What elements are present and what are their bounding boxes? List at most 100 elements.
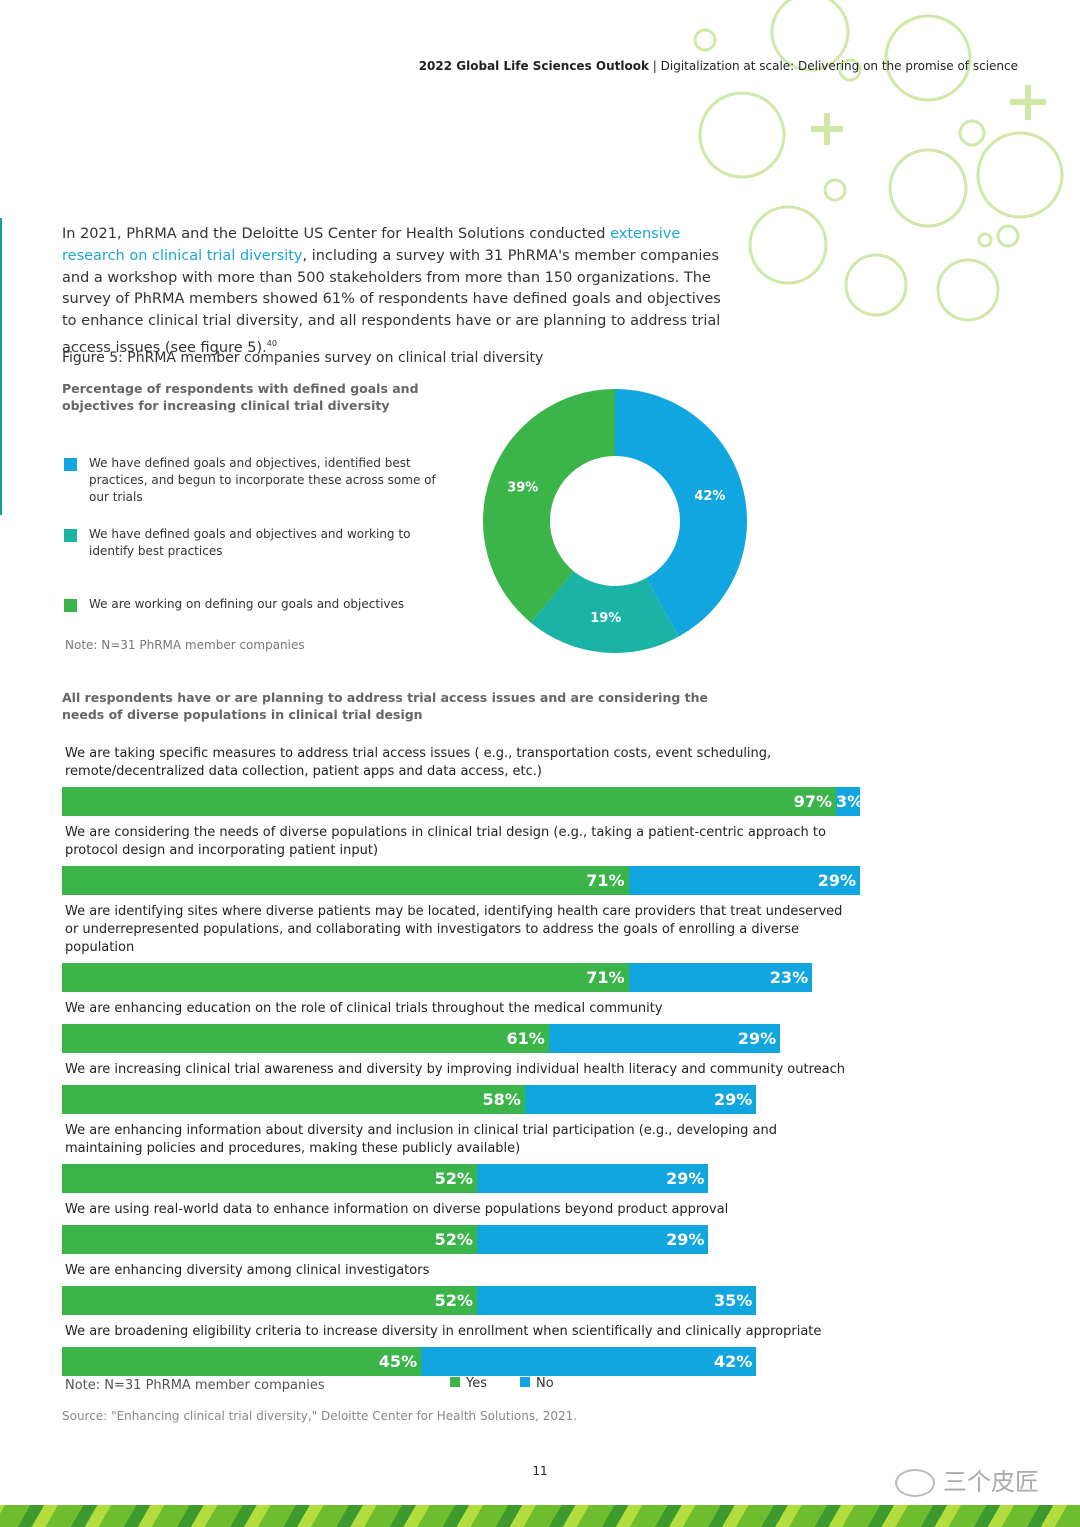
bar-track: 97% 3% <box>62 787 892 816</box>
bar-segment: 45% <box>62 1347 422 1376</box>
bar-segment: 61% <box>62 1024 549 1053</box>
bar-track: 61% 29% <box>62 1024 892 1053</box>
category-label: We are enhancing education on the role o… <box>65 1001 663 1016</box>
donut-segment <box>483 389 615 623</box>
chart-title: Percentage of respondents with defined g… <box>62 381 419 413</box>
category-label: We are broadening eligibility criteria t… <box>65 1324 822 1339</box>
bar-row: We are taking specific measures to addre… <box>62 745 892 816</box>
legend-label: No <box>536 1376 554 1391</box>
bar-row: We are enhancing information about diver… <box>62 1122 892 1193</box>
legend-label: We have defined goals and objectives, id… <box>89 456 436 504</box>
watermark-text: 三个皮匠 <box>943 1468 1039 1496</box>
decoration <box>693 0 1064 322</box>
footnote-ref: 40 <box>266 338 277 348</box>
intro-text: , including a survey with 31 PhRMA's mem… <box>62 247 721 356</box>
intro-text: In 2021, PhRMA and the Deloitte US Cente… <box>62 226 611 242</box>
data-label: 19% <box>590 611 621 626</box>
legend-label: Yes <box>466 1376 487 1391</box>
bar-row: We are enhancing education on the role o… <box>62 1000 892 1053</box>
data-label: 71% <box>586 871 625 890</box>
bar-segment: 29% <box>476 1164 709 1193</box>
donut-segment <box>530 571 679 653</box>
header-subtitle: Digitalization at scale: Delivering on t… <box>660 59 1018 73</box>
data-label: 42% <box>694 489 725 504</box>
donut-segment <box>615 389 748 637</box>
category-label: We are enhancing diversity among clinica… <box>65 1263 430 1278</box>
category-label: We are increasing clinical trial awarene… <box>65 1062 845 1077</box>
bar-chart: We are taking specific measures to addre… <box>62 745 892 1384</box>
data-label: 52% <box>434 1291 473 1310</box>
category-label: We are using real-world data to enhance … <box>65 1202 729 1217</box>
data-label: 71% <box>586 968 625 987</box>
legend-label: We have defined goals and objectives and… <box>89 527 411 558</box>
bar-track: 52% 35% <box>62 1286 892 1315</box>
intro-link[interactable]: extensive research on clinical trial div… <box>62 226 681 264</box>
bar-segment: 29% <box>628 866 860 895</box>
running-header: 2022 Global Life Sciences Outlook | Digi… <box>419 59 1018 73</box>
sidebar-rule <box>0 218 2 515</box>
data-label: 52% <box>434 1230 473 1249</box>
bar-row: We are increasing clinical trial awarene… <box>62 1061 892 1114</box>
bar-segment: 35% <box>476 1286 757 1315</box>
category-label: We are taking specific measures to addre… <box>65 746 772 779</box>
bar-segment: 23% <box>628 963 813 992</box>
bar-segment: 97% <box>62 787 837 816</box>
header-title: 2022 Global Life Sciences Outlook <box>418 59 649 73</box>
source: Source: "Enhancing clinical trial divers… <box>62 1409 578 1423</box>
bar-row: We are identifying sites where diverse p… <box>62 903 892 992</box>
bar-segment: 3% <box>836 787 863 816</box>
bar-segment: 58% <box>62 1085 525 1114</box>
data-label: 35% <box>713 1291 753 1310</box>
data-label: 97% <box>793 792 833 811</box>
bar-row: We are broadening eligibility criteria t… <box>62 1323 892 1376</box>
legend-item: No <box>520 1376 554 1391</box>
category-label: We are enhancing information about diver… <box>65 1123 778 1156</box>
data-label: 29% <box>666 1230 705 1249</box>
bar-segment: 71% <box>62 963 629 992</box>
donut-chart: 42% 19% 39% <box>483 389 748 653</box>
data-label: 29% <box>666 1169 705 1188</box>
data-label: 29% <box>817 871 856 890</box>
bar-segment: 52% <box>62 1286 477 1315</box>
chart-title: All respondents have or are planning to … <box>62 690 709 722</box>
bar-track: 52% 29% <box>62 1164 892 1193</box>
intro-paragraph: In 2021, PhRMA and the Deloitte US Cente… <box>62 224 737 360</box>
watermark-icon <box>895 1469 935 1497</box>
legend-swatch <box>520 1377 530 1387</box>
bar-row: We are considering the needs of diverse … <box>62 824 892 895</box>
data-label: 52% <box>434 1169 473 1188</box>
bar-row: We are enhancing diversity among clinica… <box>62 1262 892 1315</box>
legend-swatch <box>64 599 77 612</box>
legend-item: We have defined goals and objectives, id… <box>64 455 459 506</box>
category-label: We are identifying sites where diverse p… <box>65 904 843 955</box>
legend-item: Yes <box>450 1376 487 1391</box>
bar-track: 52% 29% <box>62 1225 892 1254</box>
note: Note: N=31 PhRMA member companies <box>65 1378 325 1393</box>
category-label: We are considering the needs of diverse … <box>65 825 826 858</box>
bar-segment: 29% <box>476 1225 709 1254</box>
data-label: 39% <box>507 480 538 495</box>
watermark: 三个皮匠 <box>895 1462 1039 1497</box>
bar-row: We are using real-world data to enhance … <box>62 1201 892 1254</box>
data-label: 61% <box>506 1029 545 1048</box>
bar-segment: 52% <box>62 1164 477 1193</box>
bar-track: 45% 42% <box>62 1347 892 1376</box>
bar-segment: 29% <box>548 1024 781 1053</box>
legend-item: We have defined goals and objectives and… <box>64 526 459 560</box>
bar-track: 71% 29% <box>62 866 892 895</box>
footer-stripe <box>0 1505 1080 1527</box>
data-label: 42% <box>713 1352 753 1371</box>
legend-item: We are working on defining our goals and… <box>64 596 459 613</box>
figure-title: Figure 5: PhRMA member companies survey … <box>62 350 544 366</box>
page-number: 11 <box>532 1464 548 1478</box>
data-label: 3% <box>836 792 864 811</box>
bar-segment: 29% <box>524 1085 757 1114</box>
data-label: 29% <box>737 1029 777 1048</box>
bar-track: 58% 29% <box>62 1085 892 1114</box>
legend-swatch <box>64 458 77 471</box>
data-label: 45% <box>378 1352 418 1371</box>
legend-swatch <box>64 529 77 542</box>
bar-segment: 71% <box>62 866 629 895</box>
bar-segment: 42% <box>421 1347 757 1376</box>
